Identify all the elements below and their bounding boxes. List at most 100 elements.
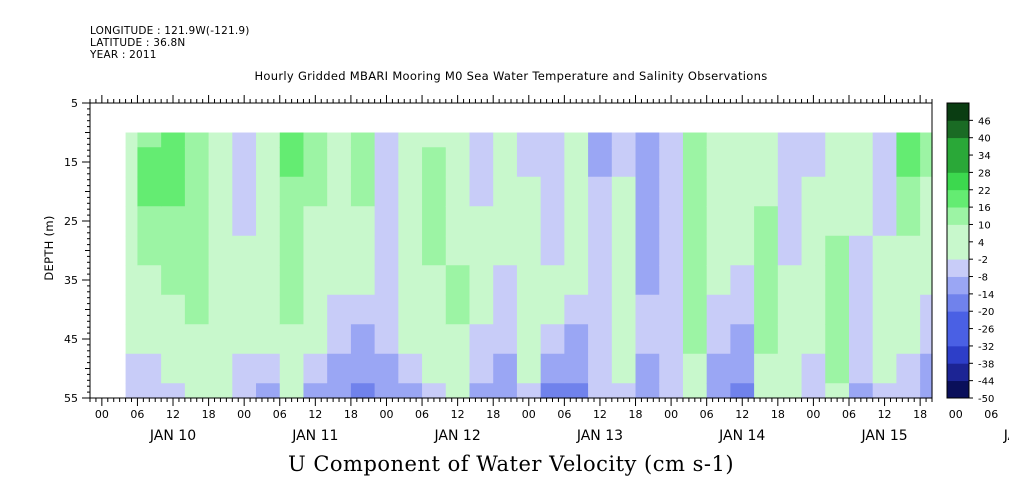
heatmap-cell <box>374 265 399 296</box>
colorbar-label: -50 <box>978 394 994 405</box>
heatmap-cell <box>659 353 684 384</box>
heatmap-cell <box>125 353 139 384</box>
heatmap-cell <box>754 206 779 237</box>
x-day-label: JAN 12 <box>434 428 481 444</box>
heatmap-cell <box>564 176 589 207</box>
heatmap-cell <box>872 294 898 325</box>
x-day-label: JAN 13 <box>576 428 623 444</box>
heatmap-cell <box>374 206 399 237</box>
heatmap-cell <box>872 265 898 296</box>
heatmap-cell <box>208 132 233 148</box>
heatmap-cell <box>232 147 257 178</box>
heatmap-cell <box>125 294 139 325</box>
heatmap-cell <box>303 294 328 325</box>
heatmap-cell <box>493 176 518 207</box>
heatmap-cell <box>848 206 874 237</box>
heatmap-cell <box>730 235 755 266</box>
heatmap-cell <box>327 176 352 207</box>
heatmap-cell <box>588 206 613 237</box>
year-label: YEAR : 2011 <box>90 49 157 61</box>
x-hour-label: 18 <box>913 408 927 421</box>
heatmap-cell <box>327 383 352 399</box>
colorbar: 46 40 34 28 22 16 10 4 -2 -8 -14 -20 -26 -32 -38 -44 -50 <box>946 102 994 405</box>
heatmap-cell <box>493 206 518 237</box>
heatmap-cell <box>125 383 139 399</box>
heatmap-cell <box>706 132 731 148</box>
axes: 5 15 25 35 45 55 00 06 12 18 00 06 12 18 00 06 12 18 00 06 1… <box>64 95 1009 444</box>
heatmap-cell <box>232 383 257 399</box>
heatmap-cell <box>493 265 518 296</box>
x-day-label: JAN 11 <box>291 428 338 444</box>
y-tick-label: 5 <box>71 97 78 110</box>
colorbar-label: 16 <box>978 203 991 214</box>
heatmap-cell <box>184 235 210 266</box>
heatmap-cell <box>422 324 447 355</box>
heatmap-cell <box>208 353 233 384</box>
heatmap-cell <box>184 132 210 148</box>
heatmap-cell <box>682 353 708 384</box>
heatmap-cell <box>825 132 850 148</box>
heatmap-cell <box>350 235 376 266</box>
heatmap-cell <box>659 324 684 355</box>
heatmap-cell <box>754 147 779 178</box>
heatmap-cell <box>350 324 376 355</box>
colorbar-band <box>947 259 969 277</box>
heatmap-cell <box>682 324 708 355</box>
heatmap-cell <box>445 235 471 266</box>
heatmap-cell <box>706 235 731 266</box>
colorbar-band <box>947 189 969 208</box>
x-hour-label: 18 <box>486 408 500 421</box>
heatmap-cell <box>398 383 423 399</box>
heatmap-cell <box>327 132 352 148</box>
heatmap-cell <box>208 176 233 207</box>
heatmap-cell <box>611 206 637 237</box>
heatmap-cell <box>896 147 921 178</box>
colorbar-label: 28 <box>978 168 991 179</box>
heatmap-cell <box>125 324 139 355</box>
colorbar-label: 4 <box>978 238 984 249</box>
x-hour-label: 00 <box>95 408 109 421</box>
colorbar-label: 40 <box>978 134 991 145</box>
heatmap-cell <box>137 265 162 296</box>
heatmap-cell <box>872 324 898 355</box>
colorbar-band <box>947 293 969 312</box>
heatmap-cell <box>564 235 589 266</box>
heatmap-cell <box>659 206 684 237</box>
heatmap-cell <box>896 383 921 399</box>
heatmap-cell <box>493 147 518 178</box>
heatmap-cell <box>469 324 494 355</box>
x-hour-label: 00 <box>522 408 536 421</box>
colorbar-band <box>947 328 969 347</box>
heatmap-cell <box>564 147 589 178</box>
heatmap-cell <box>161 235 186 266</box>
heatmap-cell <box>398 265 423 296</box>
heatmap-cell <box>279 235 305 266</box>
colorbar-band <box>947 103 969 121</box>
heatmap-cell <box>920 353 933 384</box>
x-hour-label: 06 <box>273 408 287 421</box>
heatmap-cell <box>777 383 803 399</box>
heatmap-cell <box>564 132 589 148</box>
x-hour-label: 12 <box>878 408 892 421</box>
heatmap-cell <box>125 176 139 207</box>
heatmap-cell <box>706 176 731 207</box>
heatmap-cell <box>184 324 210 355</box>
heatmap-cell <box>730 324 755 355</box>
heatmap-cell <box>896 132 921 148</box>
heatmap-cell <box>920 294 933 325</box>
heatmap-cell <box>564 206 589 237</box>
heatmap-cell <box>350 176 376 207</box>
heatmap-cell <box>920 235 933 266</box>
heatmap-cell <box>137 147 162 178</box>
heatmap-cell <box>161 132 186 148</box>
heatmap-cell <box>422 132 447 148</box>
heatmap-cell <box>588 294 613 325</box>
heatmap-cell <box>825 324 850 355</box>
heatmap-cell <box>801 265 826 296</box>
x-hour-label: 00 <box>379 408 393 421</box>
heatmap-cell <box>825 294 850 325</box>
heatmap-cell <box>848 265 874 296</box>
heatmap-cell <box>801 235 826 266</box>
heatmap-cell <box>896 176 921 207</box>
heatmap-cell <box>682 265 708 296</box>
